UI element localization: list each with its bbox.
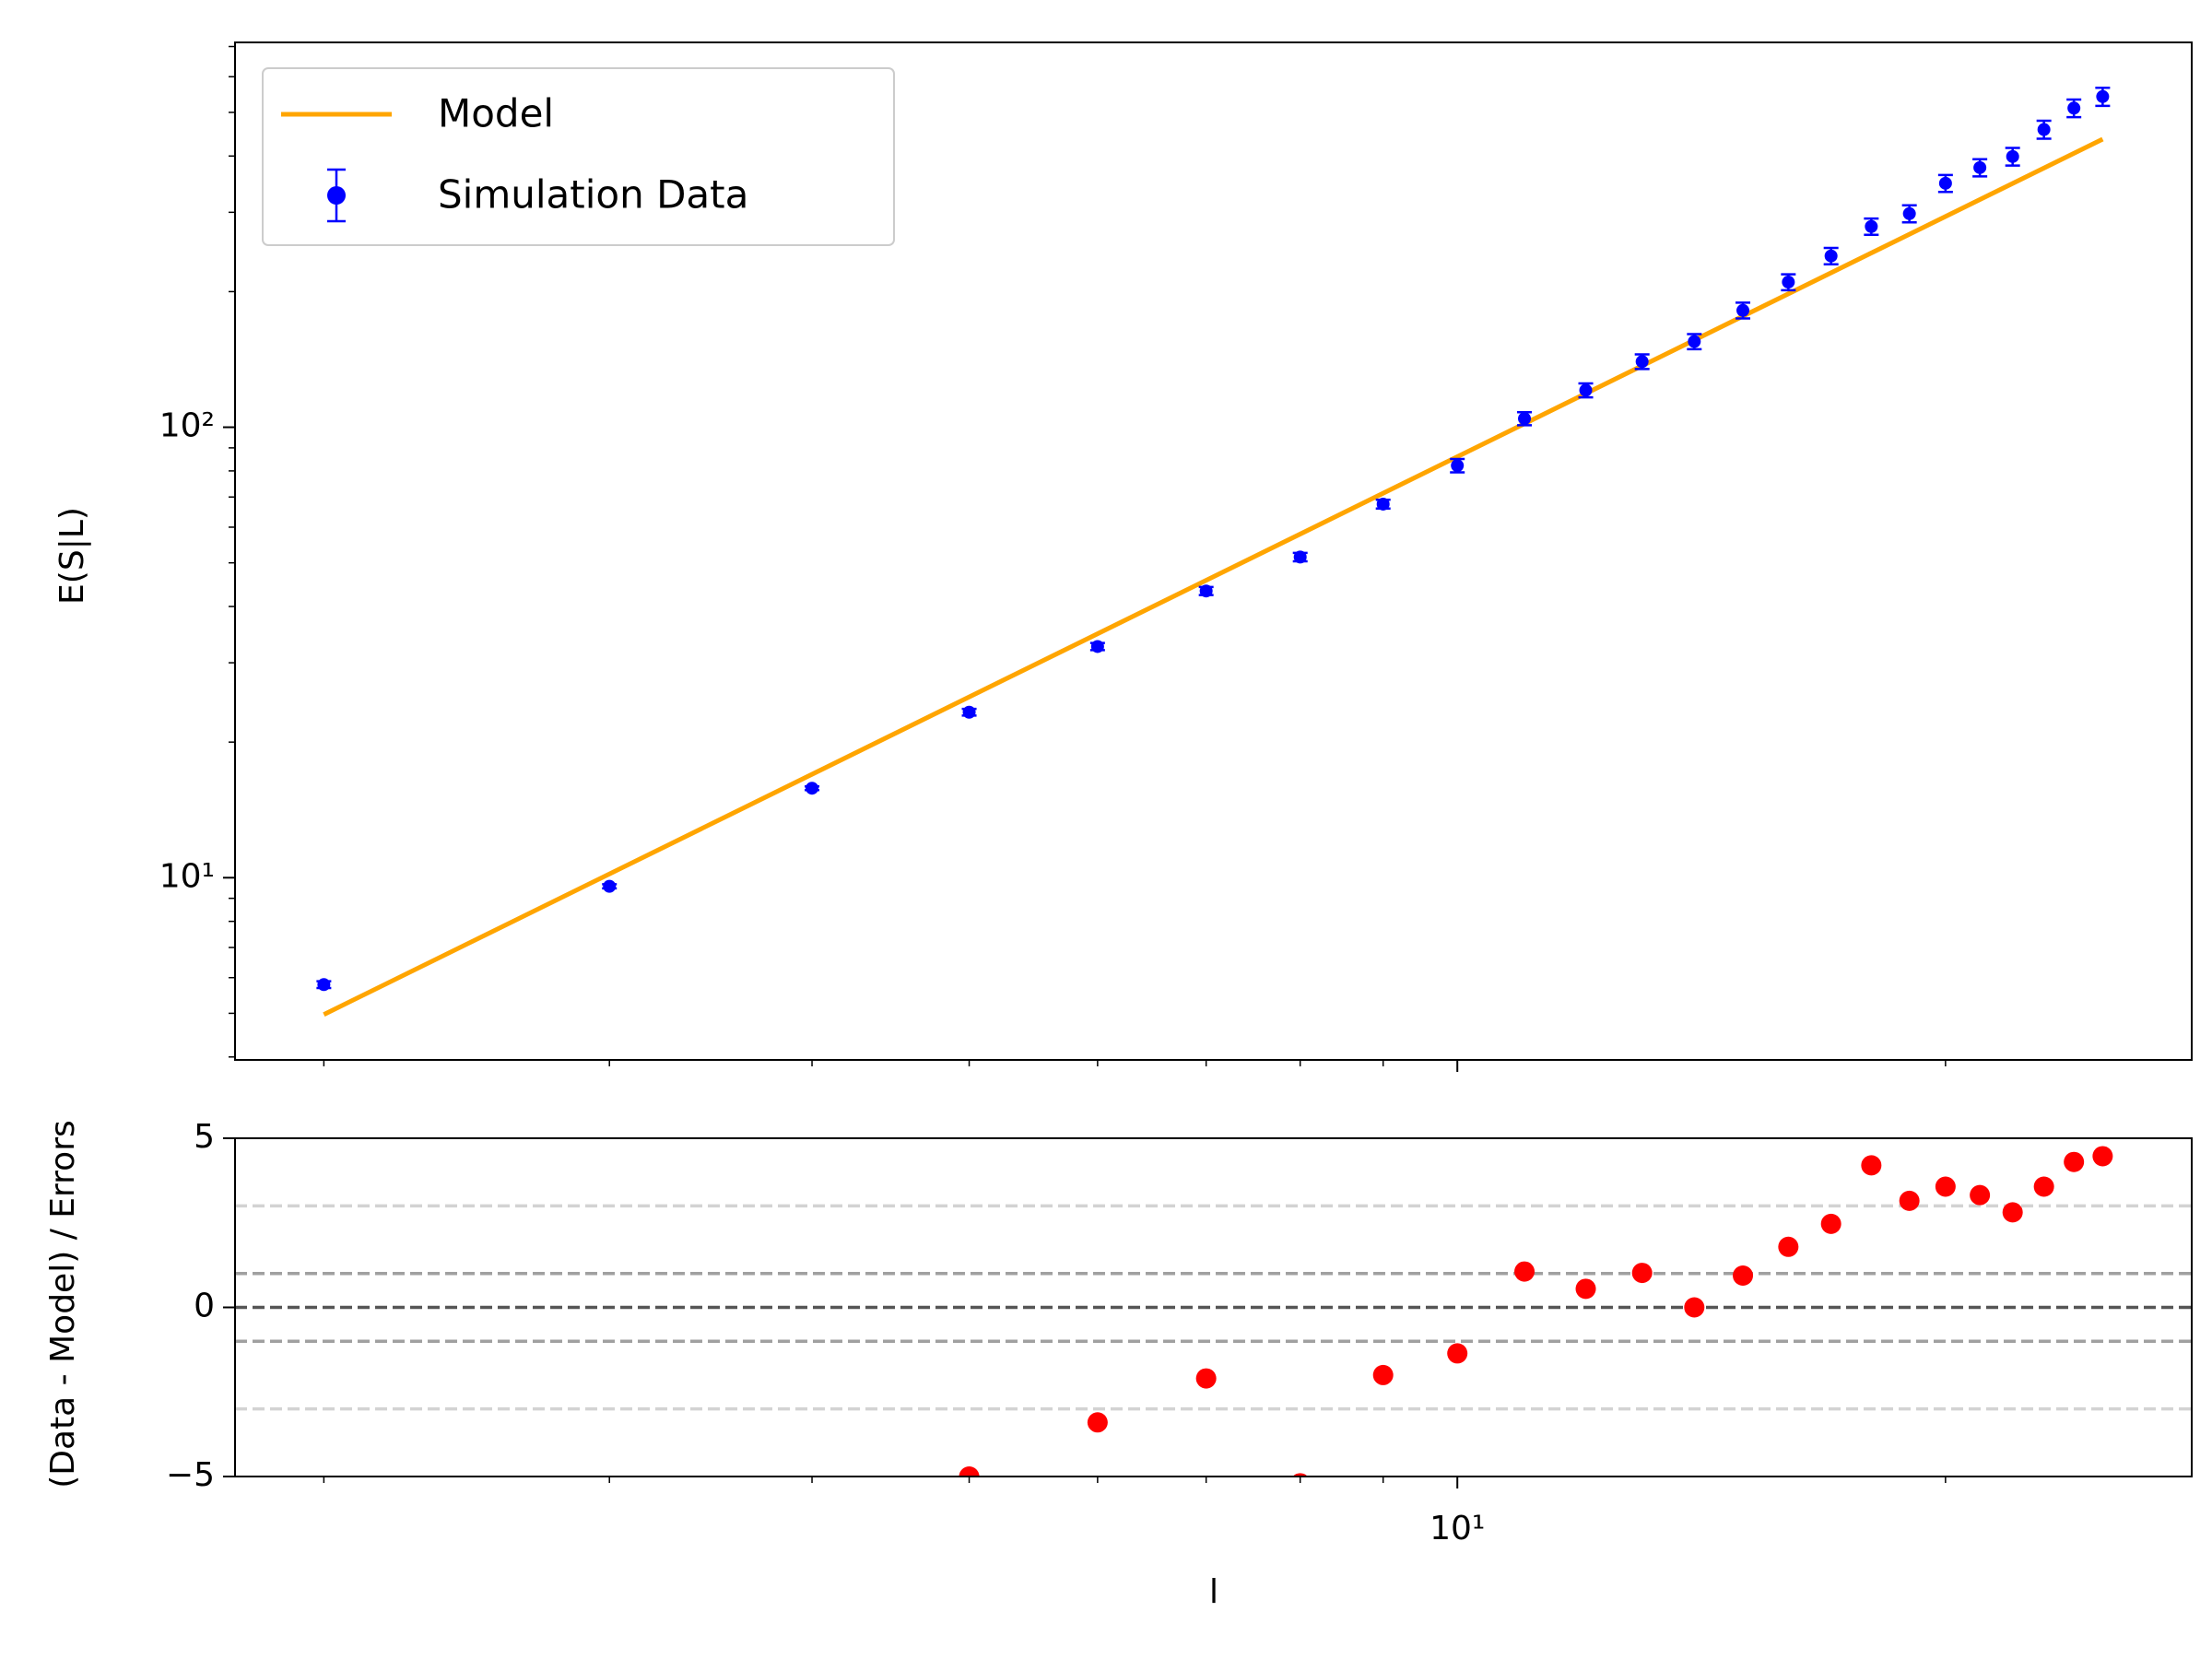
data-point <box>1635 355 1649 369</box>
data-point <box>2096 89 2110 103</box>
legend-label: Simulation Data <box>438 172 748 218</box>
residual-point <box>1970 1184 1991 1206</box>
legend-label: Model <box>438 91 554 136</box>
data-point <box>1782 276 1795 289</box>
data-point <box>1865 219 1878 233</box>
residual-point <box>2064 1151 2085 1172</box>
data-point <box>603 879 617 893</box>
plot-area <box>313 1020 2113 1571</box>
axes-frame <box>234 41 2193 1061</box>
data-point <box>1579 383 1593 397</box>
residual-point <box>2092 1146 2113 1167</box>
data-point <box>1518 412 1532 426</box>
residual-point <box>2033 1176 2054 1197</box>
residual-point <box>1447 1343 1468 1364</box>
residual-point <box>802 1551 822 1571</box>
data-point <box>1902 206 1916 220</box>
residual-point <box>1195 1368 1217 1389</box>
residual-point <box>2002 1202 2023 1223</box>
residual-point <box>599 1507 619 1527</box>
data-point <box>1199 584 1213 598</box>
plot-area <box>316 86 2111 1017</box>
data-point <box>1688 335 1701 348</box>
y-tick-label: −5 <box>166 1456 215 1494</box>
data-point <box>1973 160 1987 174</box>
residual-point <box>1778 1236 1799 1257</box>
data-point <box>1376 497 1390 511</box>
x-tick-label: 10¹ <box>1430 1510 1485 1547</box>
residual-point <box>1514 1261 1535 1282</box>
x-axis-label: l <box>1209 1573 1218 1611</box>
data-point <box>1293 550 1307 564</box>
data-point <box>1736 303 1750 317</box>
data-point <box>1938 176 1952 190</box>
y-tick-label: 10² <box>159 407 215 445</box>
residual-point <box>1575 1278 1596 1300</box>
residual-point <box>1733 1265 1754 1287</box>
data-point <box>2037 123 2051 136</box>
y-tick-label: 5 <box>194 1118 215 1156</box>
residual-point <box>1899 1190 1920 1211</box>
data-point <box>962 705 976 719</box>
residual-point <box>1087 1412 1108 1433</box>
data-point <box>1451 459 1465 473</box>
residual-point <box>1935 1176 1956 1197</box>
y-tick-label: 10¹ <box>159 857 215 895</box>
residual-point <box>1820 1213 1841 1234</box>
data-point <box>2006 149 2019 163</box>
residual-point <box>1372 1364 1394 1385</box>
y-axis-label: (Data - Model) / Errors <box>44 1120 82 1488</box>
residual-point <box>1631 1263 1653 1284</box>
data-point <box>806 782 819 795</box>
data-point <box>317 978 331 992</box>
legend-swatch <box>327 186 346 205</box>
residual-point <box>1684 1297 1705 1318</box>
data-point <box>1824 249 1838 263</box>
y-tick-label: 0 <box>194 1288 215 1325</box>
residual-point <box>1861 1155 1882 1176</box>
model-line <box>323 136 2104 1017</box>
legend-box <box>262 67 895 246</box>
data-point <box>2067 101 2081 115</box>
residual-point <box>959 1466 980 1477</box>
y-axis-label: E(S|L) <box>53 507 91 605</box>
residual-point <box>313 1020 334 1041</box>
axes-frame <box>234 1137 2193 1477</box>
data-point <box>1090 640 1104 653</box>
